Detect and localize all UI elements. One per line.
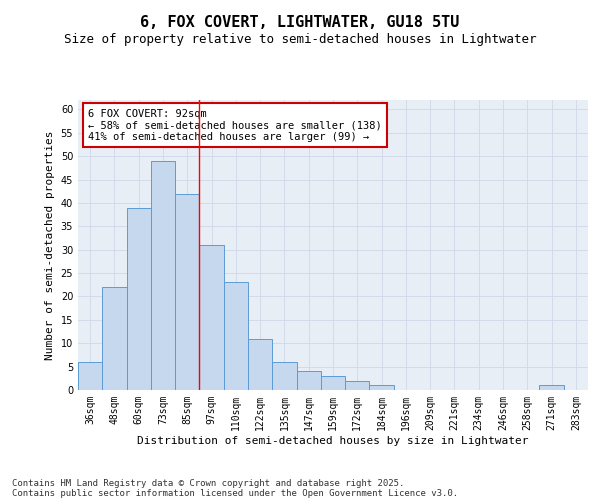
Text: Contains public sector information licensed under the Open Government Licence v3: Contains public sector information licen… xyxy=(12,488,458,498)
Bar xyxy=(127,208,151,390)
Bar xyxy=(321,376,345,390)
Bar xyxy=(175,194,199,390)
Bar xyxy=(78,362,102,390)
Bar xyxy=(224,282,248,390)
Bar xyxy=(345,380,370,390)
Text: 6, FOX COVERT, LIGHTWATER, GU18 5TU: 6, FOX COVERT, LIGHTWATER, GU18 5TU xyxy=(140,15,460,30)
Bar xyxy=(272,362,296,390)
Bar xyxy=(539,386,564,390)
Text: 6 FOX COVERT: 92sqm
← 58% of semi-detached houses are smaller (138)
41% of semi-: 6 FOX COVERT: 92sqm ← 58% of semi-detach… xyxy=(88,108,382,142)
Text: Size of property relative to semi-detached houses in Lightwater: Size of property relative to semi-detach… xyxy=(64,32,536,46)
Bar xyxy=(248,338,272,390)
Bar xyxy=(199,245,224,390)
Bar xyxy=(296,372,321,390)
Text: Contains HM Land Registry data © Crown copyright and database right 2025.: Contains HM Land Registry data © Crown c… xyxy=(12,478,404,488)
Bar xyxy=(151,161,175,390)
Bar xyxy=(102,287,127,390)
X-axis label: Distribution of semi-detached houses by size in Lightwater: Distribution of semi-detached houses by … xyxy=(137,436,529,446)
Bar xyxy=(370,386,394,390)
Y-axis label: Number of semi-detached properties: Number of semi-detached properties xyxy=(45,130,55,360)
